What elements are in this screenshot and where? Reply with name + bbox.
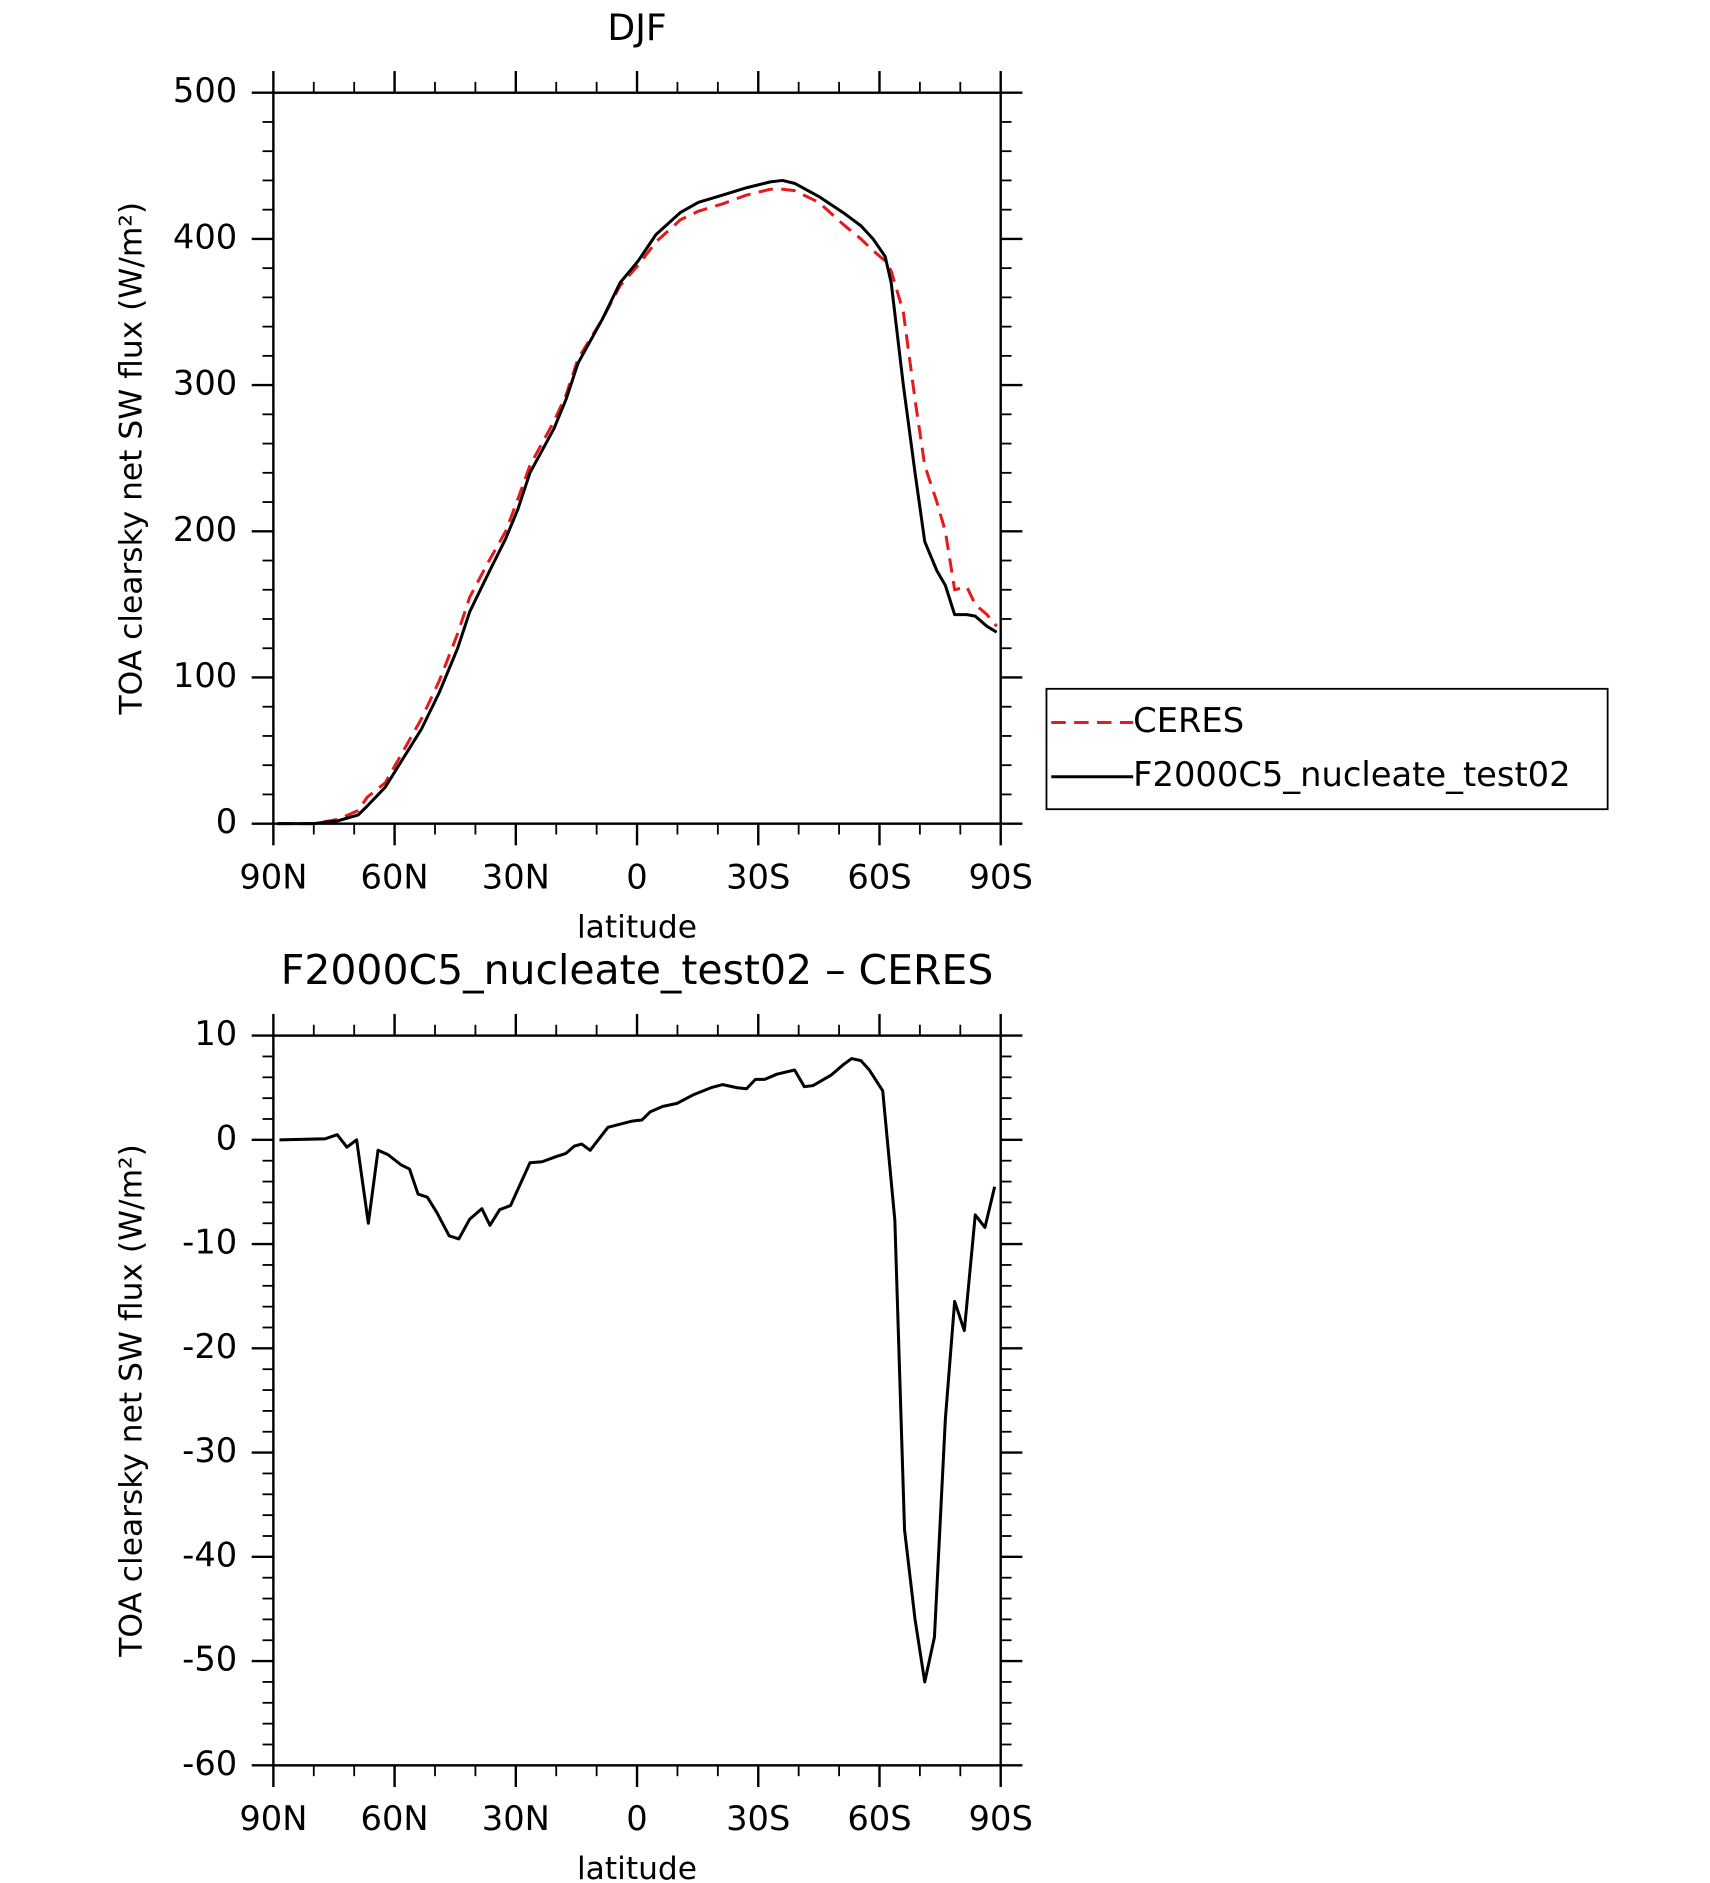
x-tick-label: 90N bbox=[239, 858, 307, 897]
data-line bbox=[279, 1057, 997, 1684]
y-tick-label: 0 bbox=[216, 1118, 237, 1157]
y-tick-label: -40 bbox=[182, 1535, 237, 1574]
x-tick-label: 0 bbox=[626, 858, 647, 897]
y-tick-label: 500 bbox=[173, 71, 237, 110]
legend-label: CERES bbox=[1133, 701, 1244, 740]
y-axis-label: TOA clearsky net SW flux (W/m²) bbox=[113, 202, 149, 716]
y-tick-label: 0 bbox=[216, 802, 237, 841]
y-tick-label: -60 bbox=[182, 1744, 237, 1783]
y-tick-label: -30 bbox=[182, 1431, 237, 1470]
x-tick-label: 30S bbox=[726, 858, 790, 897]
plot-frame bbox=[272, 1034, 1002, 1767]
x-tick-label: 60N bbox=[361, 1799, 429, 1838]
y-tick-label: 300 bbox=[173, 364, 237, 403]
x-tick-label: 0 bbox=[626, 1799, 647, 1838]
y-tick-label: -10 bbox=[182, 1223, 237, 1262]
x-tick-label: 60N bbox=[361, 858, 429, 897]
x-tick-label: 30N bbox=[482, 1799, 550, 1838]
legend-label: F2000C5_nucleate_test02 bbox=[1133, 755, 1570, 794]
x-tick-label: 60S bbox=[847, 1799, 911, 1838]
data-line bbox=[277, 178, 998, 826]
x-axis-label: latitude bbox=[577, 1851, 697, 1883]
chart-title: F2000C5_nucleate_test02 – CERES bbox=[281, 946, 994, 994]
x-tick-label: 60S bbox=[847, 858, 911, 897]
x-tick-label: 30S bbox=[726, 1799, 790, 1838]
x-tick-label: 90S bbox=[969, 1799, 1033, 1838]
x-tick-label: 90N bbox=[239, 1799, 307, 1838]
chart-title: DJF bbox=[607, 6, 666, 49]
y-tick-label: -20 bbox=[182, 1327, 237, 1366]
legend-box bbox=[1045, 687, 1609, 811]
data-line bbox=[277, 187, 998, 826]
y-tick-label: -50 bbox=[182, 1640, 237, 1679]
y-tick-label: 400 bbox=[173, 217, 237, 256]
plot-frame bbox=[272, 91, 1002, 825]
y-tick-label: 10 bbox=[194, 1014, 237, 1053]
y-axis-label: TOA clearsky net SW flux (W/m²) bbox=[113, 1144, 149, 1658]
y-tick-label: 100 bbox=[173, 656, 237, 695]
y-tick-label: 200 bbox=[173, 510, 237, 549]
x-tick-label: 90S bbox=[969, 858, 1033, 897]
x-axis-label: latitude bbox=[577, 909, 697, 945]
x-tick-label: 30N bbox=[482, 858, 550, 897]
